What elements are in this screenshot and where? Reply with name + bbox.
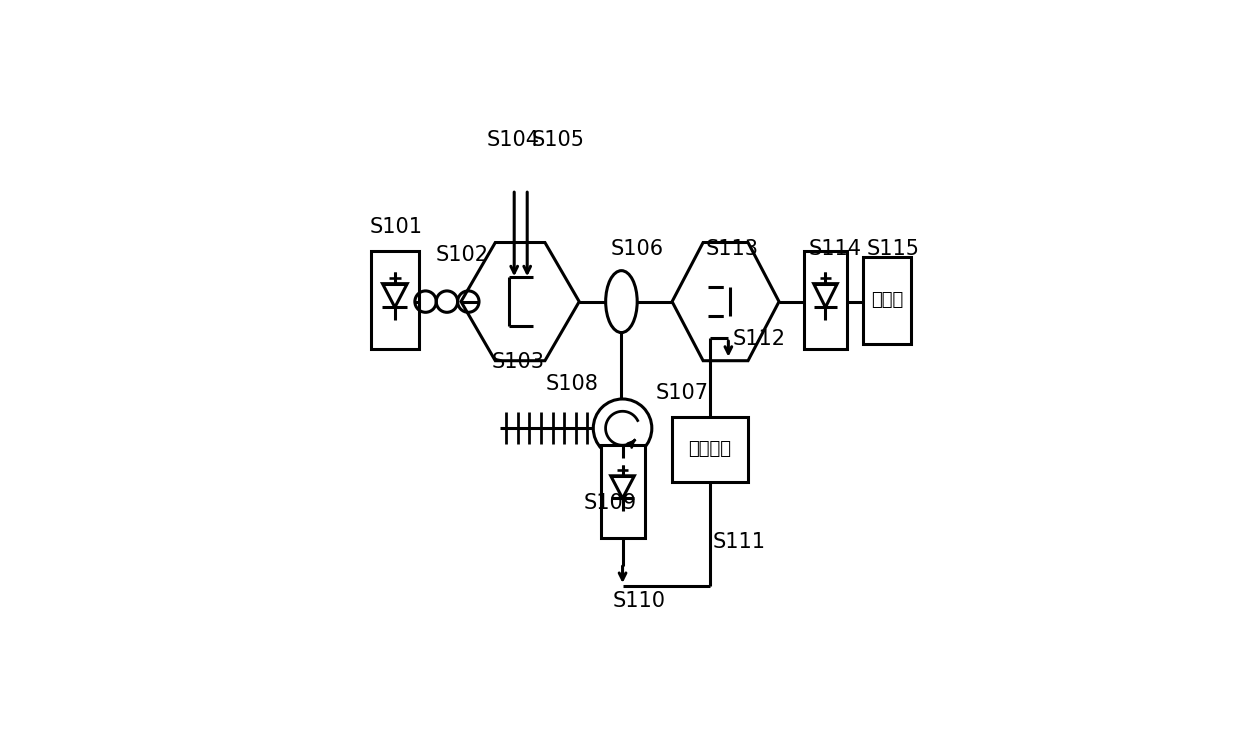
Text: S108: S108	[546, 374, 599, 395]
Text: S101: S101	[370, 217, 423, 237]
Text: 频谱仪: 频谱仪	[872, 291, 904, 309]
Bar	[863, 257, 911, 344]
Bar	[600, 445, 645, 538]
Text: S111: S111	[713, 532, 765, 552]
Text: S104: S104	[486, 129, 539, 150]
Text: S102: S102	[435, 245, 489, 265]
Text: S103: S103	[492, 352, 544, 372]
Text: S106: S106	[610, 239, 663, 260]
Bar	[805, 251, 847, 349]
Text: 电压转换: 电压转换	[688, 440, 732, 458]
Text: S113: S113	[706, 239, 759, 260]
Bar	[672, 417, 748, 482]
Text: S112: S112	[733, 330, 786, 349]
Bar	[371, 251, 419, 349]
Text: S114: S114	[808, 239, 862, 260]
Text: S110: S110	[613, 591, 666, 611]
Text: S105: S105	[532, 129, 584, 150]
Text: S107: S107	[655, 383, 708, 403]
Text: S115: S115	[867, 239, 919, 260]
Text: S109: S109	[584, 493, 637, 512]
